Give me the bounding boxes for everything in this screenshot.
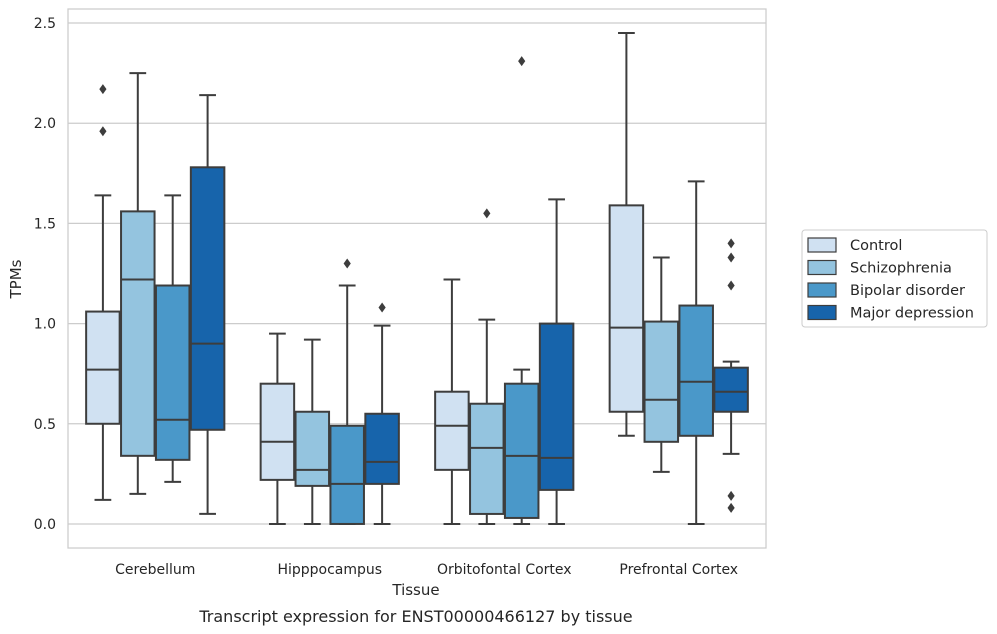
category-group bbox=[259, 258, 400, 525]
box bbox=[434, 390, 470, 471]
box bbox=[85, 310, 121, 425]
outlier-point bbox=[483, 208, 491, 219]
outlier-point bbox=[99, 126, 107, 137]
box bbox=[469, 402, 505, 515]
outlier-point bbox=[99, 84, 107, 95]
x-tick-label: Hipppocampus bbox=[277, 562, 382, 578]
legend-swatch bbox=[807, 282, 837, 298]
legend: Control Schizophrenia Bipolar disorder Majo… bbox=[801, 229, 988, 328]
figure-caption: Transcript expression for ENST0000046612… bbox=[198, 607, 632, 626]
box bbox=[189, 166, 226, 431]
x-tick-label: Orbitofontal Cortex bbox=[437, 562, 572, 578]
y-tick-label: 1.0 bbox=[34, 317, 56, 333]
box bbox=[154, 284, 191, 461]
legend-label: Control bbox=[850, 238, 902, 254]
category-group bbox=[608, 32, 749, 525]
legend-swatch bbox=[807, 304, 837, 321]
y-tick-label: 0.5 bbox=[34, 417, 56, 433]
outlier-point bbox=[727, 238, 735, 249]
box bbox=[364, 412, 400, 485]
x-tick-label: Prefrontal Cortex bbox=[619, 562, 738, 578]
box bbox=[329, 424, 365, 525]
legend-swatch bbox=[807, 237, 837, 253]
x-tick-label: Cerebellum bbox=[115, 562, 195, 578]
box bbox=[538, 322, 575, 491]
outlier-point bbox=[727, 502, 735, 513]
category-group bbox=[85, 72, 226, 515]
legend-label: Bipolar disorder bbox=[850, 283, 965, 299]
outlier-point bbox=[727, 280, 735, 291]
legend-swatch bbox=[807, 259, 837, 276]
box bbox=[294, 410, 331, 487]
outlier-point bbox=[343, 258, 351, 269]
legend-label: Major depression bbox=[850, 306, 974, 322]
legend-frame bbox=[801, 229, 988, 328]
legend-label: Schizophrenia bbox=[850, 261, 952, 277]
box bbox=[503, 382, 540, 519]
category-group bbox=[434, 56, 575, 525]
y-tick-label: 1.5 bbox=[34, 216, 56, 232]
outlier-point bbox=[518, 56, 526, 67]
box bbox=[678, 304, 714, 437]
y-tick-label: 0.0 bbox=[34, 517, 56, 533]
box bbox=[713, 366, 749, 413]
outlier-point bbox=[727, 490, 735, 501]
y-axis-ticks: 0.0 0.5 1.0 1.5 2.0 2.5 bbox=[34, 16, 56, 533]
y-tick-label: 2.0 bbox=[34, 116, 56, 132]
box-groups bbox=[85, 32, 749, 525]
outlier-point bbox=[378, 302, 386, 313]
x-axis-ticks: Cerebellum Hipppocampus Orbitofontal Corte… bbox=[115, 562, 738, 578]
y-tick-label: 2.5 bbox=[34, 16, 56, 32]
plot-area-frame bbox=[67, 8, 767, 549]
box bbox=[120, 210, 156, 457]
x-axis-title: Tissue bbox=[391, 581, 439, 599]
y-axis-title: TPMs bbox=[7, 259, 25, 299]
box bbox=[643, 320, 680, 443]
box bbox=[608, 204, 645, 413]
outlier-point bbox=[727, 252, 735, 263]
box bbox=[259, 382, 296, 481]
